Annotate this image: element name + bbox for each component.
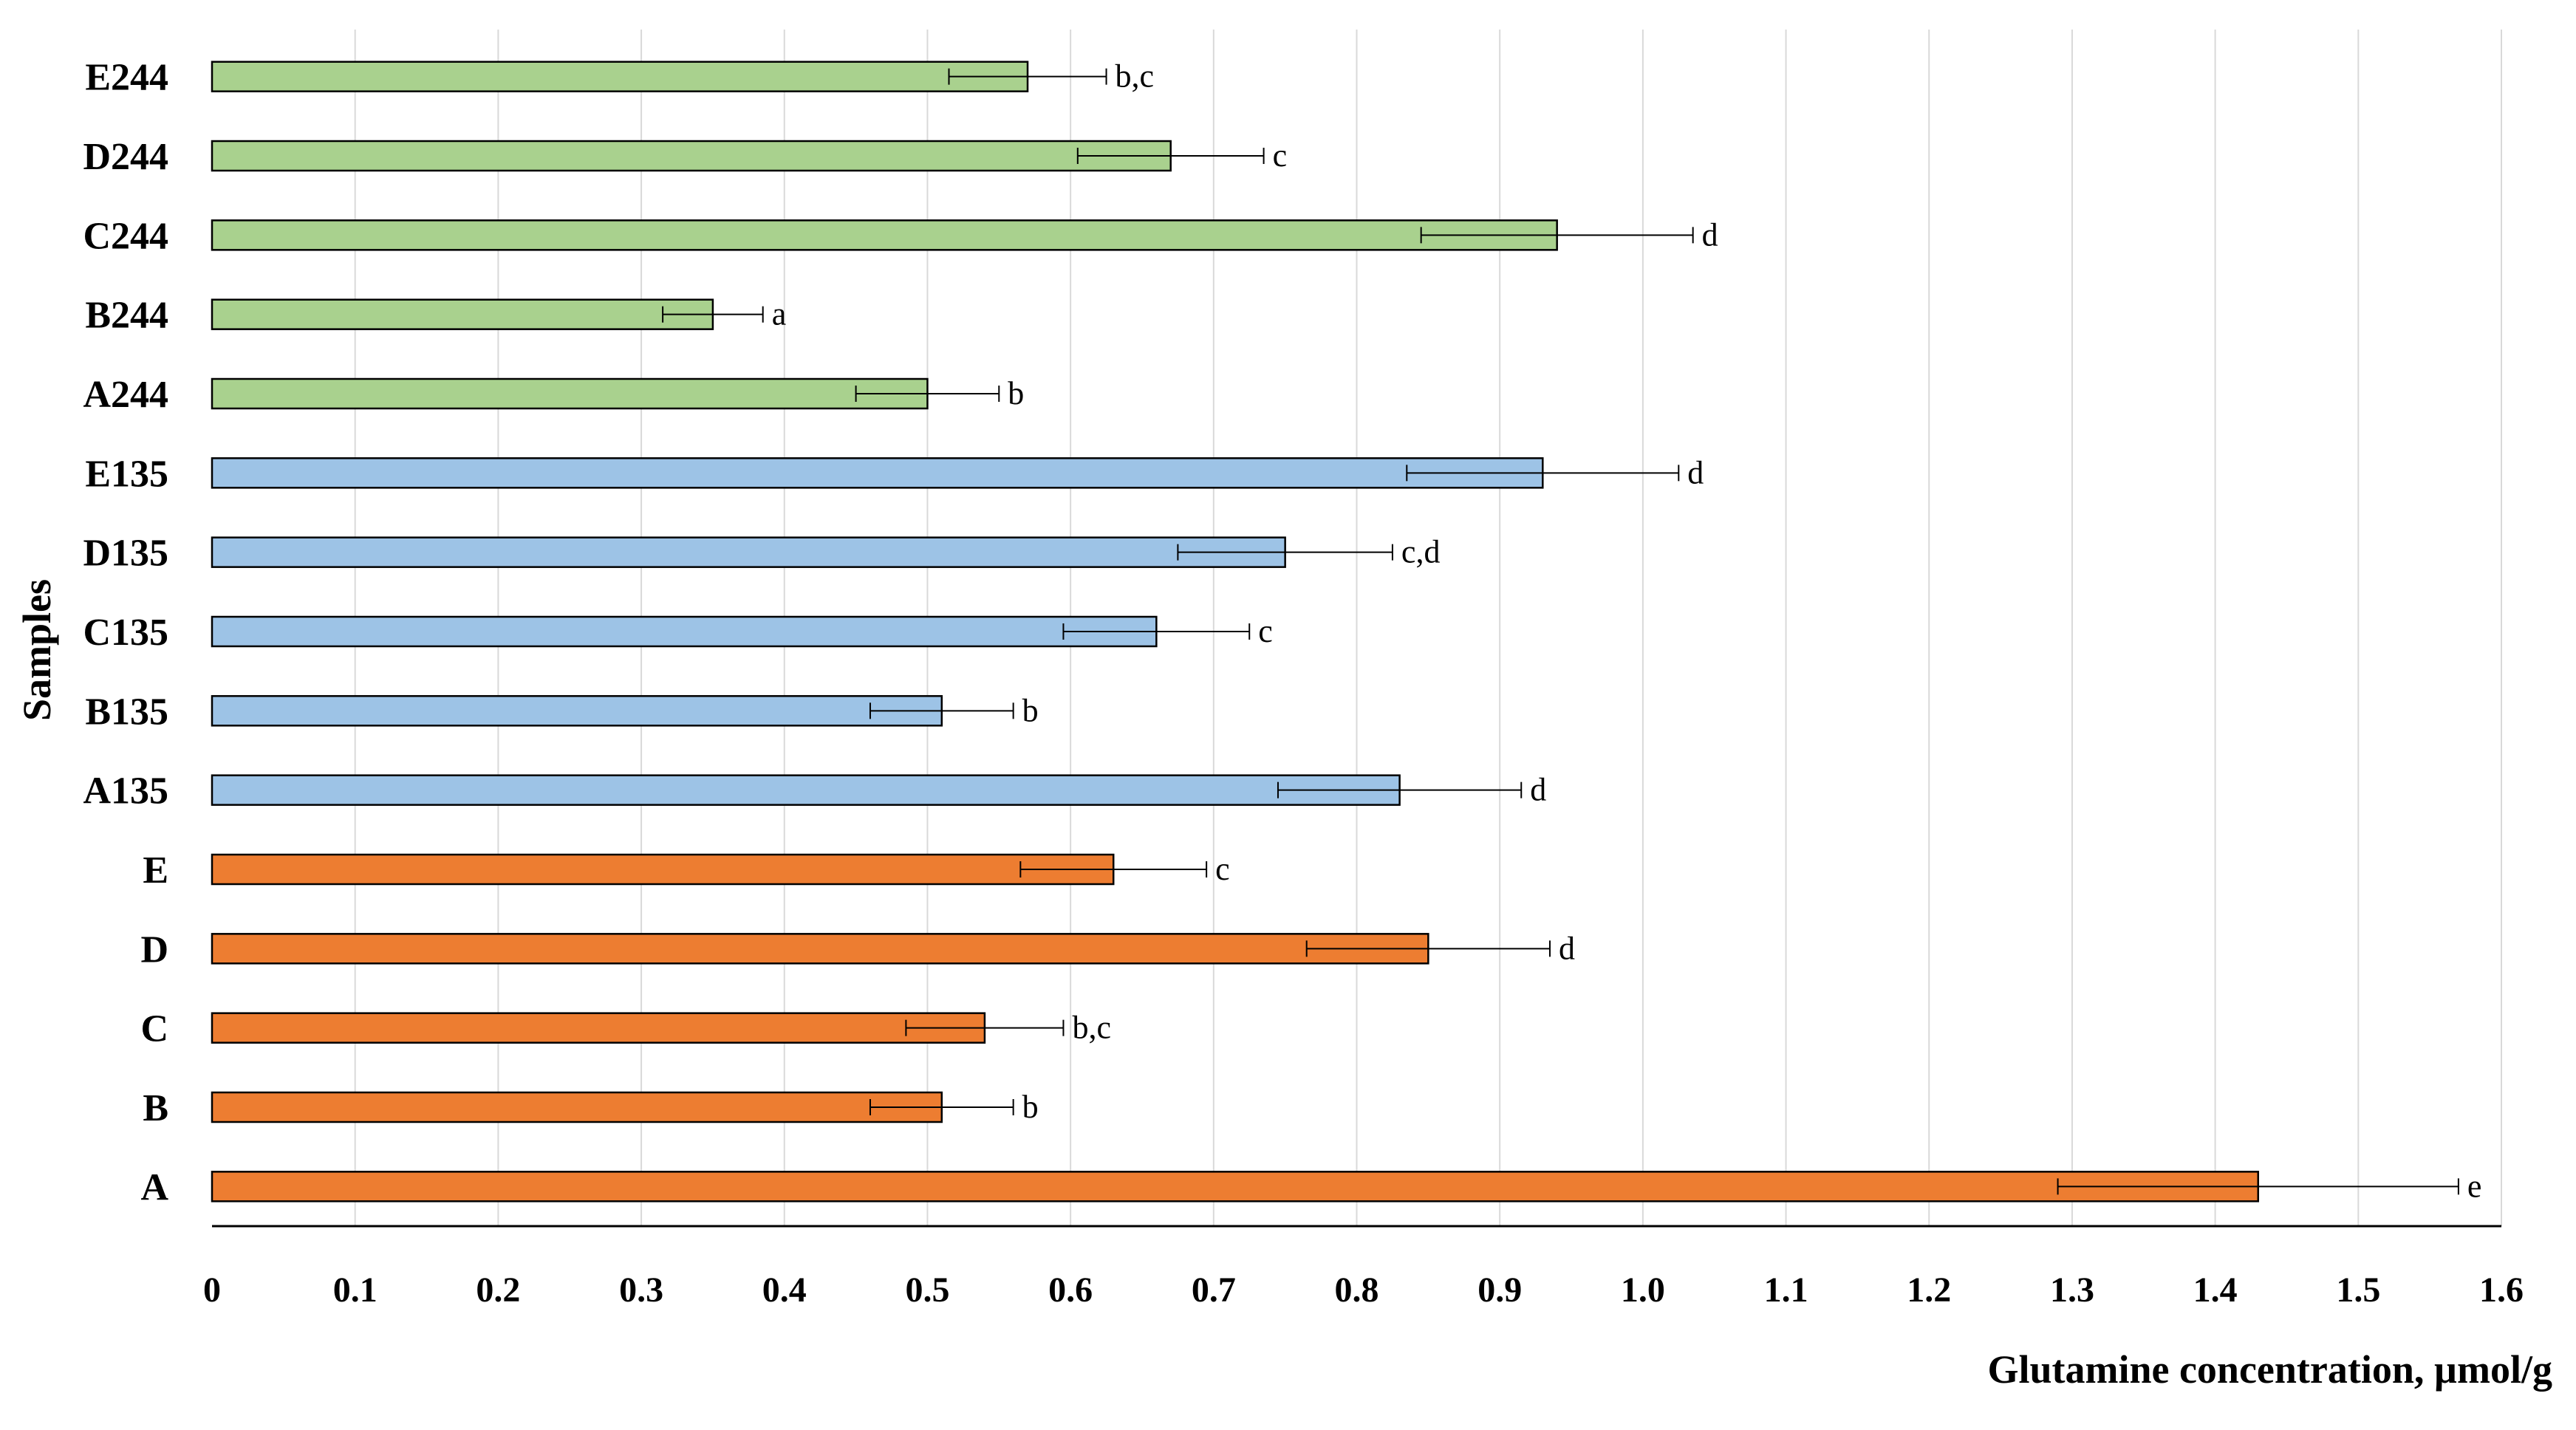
bar-B244 [211,298,714,330]
x-tick-label: 1.5 [2336,1270,2380,1310]
category-label-D244: D244 [83,136,168,178]
x-tick-label: 1.0 [1621,1270,1665,1310]
significance-label-B: b [1022,1089,1039,1125]
significance-label-A244: b [1008,375,1024,411]
error-bars [662,68,2459,1195]
significance-label-C135: c [1258,613,1273,649]
significance-label-E135: d [1687,454,1704,490]
category-label-E244: E244 [85,57,168,99]
category-label-C135: C135 [83,612,168,654]
significance-label-C244: d [1702,216,1718,253]
significance-labels: e b b,c d c d b c c,d d b a d c b,c [772,58,2482,1205]
bar-C [211,1012,986,1044]
significance-label-D244: c [1273,137,1288,174]
bar-D [211,933,1429,965]
x-tick-label: 0.9 [1477,1270,1522,1310]
significance-label-C: b,c [1072,1010,1111,1046]
category-label-E: E [143,849,168,892]
category-label-B244: B244 [85,295,168,337]
x-tick-label: 1.2 [1907,1270,1951,1310]
x-tick-label: 0.7 [1192,1270,1236,1310]
category-label-B: B [143,1087,168,1129]
x-tick-label: 1.4 [2193,1270,2238,1310]
significance-label-E: c [1215,851,1230,887]
significance-label-B244: a [772,296,787,332]
bar-C135 [211,615,1158,648]
x-tick-label: 0 [203,1270,221,1310]
bar-B [211,1091,943,1123]
significance-label-B135: b [1022,692,1039,728]
bar-A135 [211,774,1401,806]
significance-label-D: d [1559,930,1575,966]
x-tick-label: 1.6 [2479,1270,2524,1310]
category-label-B135: B135 [85,691,168,733]
significance-label-A: e [2467,1168,2482,1204]
significance-label-D135: c,d [1401,534,1441,570]
significance-label-A135: d [1530,772,1546,808]
x-axis-title: Glutamine concentration, µmol/g [1987,1347,2552,1392]
bar-A244 [211,377,929,410]
category-label-C: C [140,1008,168,1050]
x-tick-label: 0.3 [619,1270,663,1310]
x-tick-label: 0.1 [333,1270,377,1310]
x-tick-labels: 0 0.1 0.2 0.3 0.4 0.5 0.6 0.7 0.8 0.9 1.0 1.1 1.2 1.3… [203,1270,2524,1310]
bar-C244 [211,219,1558,251]
bar-D135 [211,536,1286,568]
category-label-D: D [140,928,168,971]
x-tick-label: 0.4 [762,1270,807,1310]
bars [211,61,2259,1202]
significance-label-E244: b,c [1116,58,1155,95]
y-axis-title: Samples [15,579,59,721]
x-tick-label: 0.2 [476,1270,520,1310]
category-label-A: A [140,1166,168,1208]
bar-E [211,853,1115,886]
x-tick-label: 1.3 [2050,1270,2094,1310]
category-label-C244: C244 [83,215,168,257]
x-tick-label: 0.8 [1335,1270,1379,1310]
x-tick-label: 0.5 [905,1270,949,1310]
category-label-A244: A244 [83,374,168,416]
bar-D244 [211,140,1172,172]
category-label-A135: A135 [83,770,168,812]
x-tick-label: 0.6 [1048,1270,1093,1310]
category-label-D135: D135 [83,533,168,575]
bar-B135 [211,695,943,727]
bar-E135 [211,457,1544,489]
bar-E244 [211,61,1029,92]
category-label-E135: E135 [85,453,168,495]
bar-A [211,1171,2259,1202]
x-tick-label: 1.1 [1764,1270,1808,1310]
